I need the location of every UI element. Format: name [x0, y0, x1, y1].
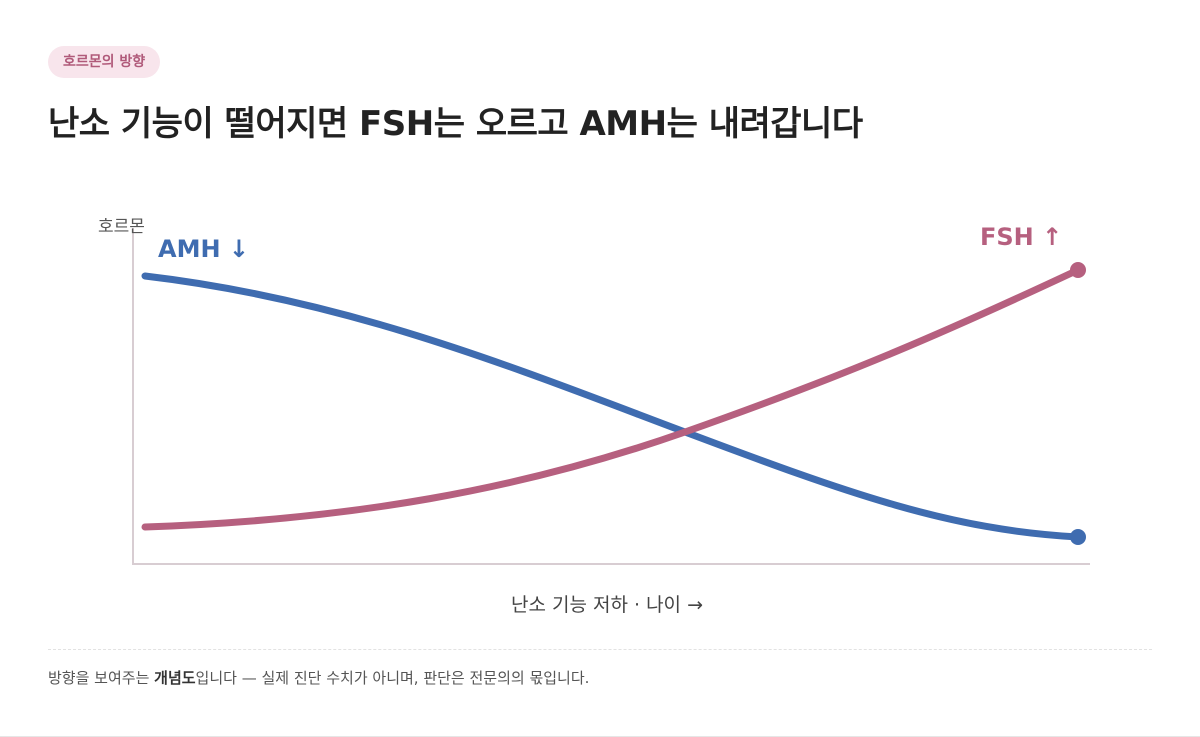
footnote-text: 입니다 — 실제 진단 수치가 아니며, 판단은 전문의의 몫입니다.	[195, 669, 590, 687]
amh-curve	[141, 272, 1082, 541]
footnote-text: 방향을 보여주는	[48, 669, 155, 687]
title: 난소 기능이 떨어지면 FSH는 오르고 AMH는 내려갑니다	[48, 104, 863, 144]
footnote: 방향을 보여주는 개념도입니다 — 실제 진단 수치가 아니며, 판단은 전문의…	[48, 667, 589, 688]
divider	[48, 649, 1152, 650]
x-label: 난소 기능 저하 · 나이 →	[511, 594, 703, 616]
amh-label: AMH ↓	[158, 235, 249, 263]
amh-end-dot	[1070, 529, 1086, 545]
fsh-label: FSH ↑	[980, 223, 1062, 251]
badge: 호르몬의 방향	[48, 46, 161, 78]
fsh-end-dot	[1070, 262, 1086, 278]
fsh-curve	[141, 266, 1082, 531]
footnote-bold: 개념도	[154, 669, 196, 687]
y-label: 호르몬	[98, 217, 145, 237]
